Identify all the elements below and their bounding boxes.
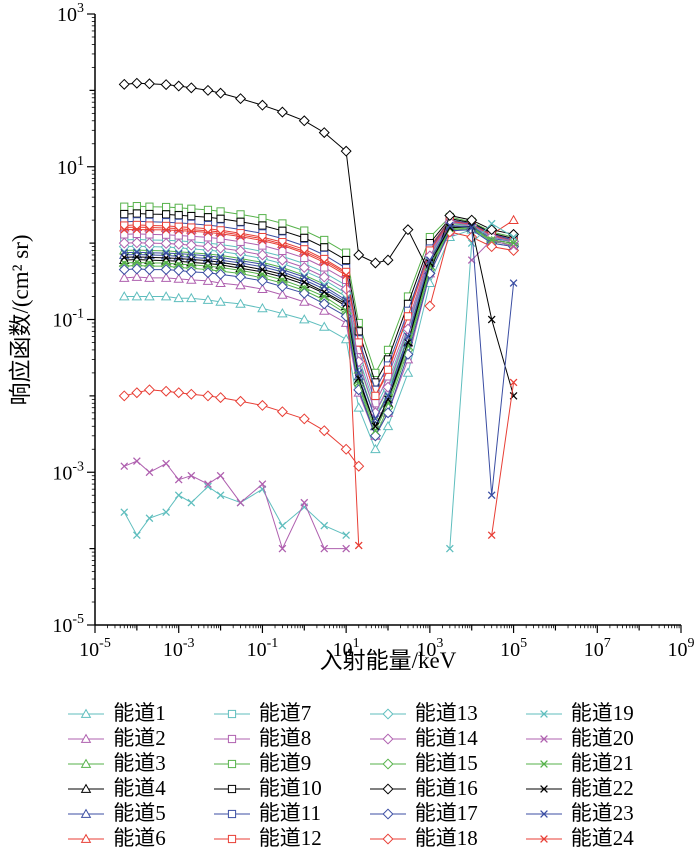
legend-item-能道16: 能道16 [368,776,478,801]
legend-item-能道17: 能道17 [368,801,478,826]
x-tick-label: 109 [668,636,695,661]
axes: 10-5 10-3 10-1 101 103 105 107 109 10-5 10-3 10-1 1… [52,1,694,661]
legend-label: 能道22 [570,776,634,800]
legend-item-能道5: 能道5 [66,801,166,826]
legend-label: 能道12 [258,826,322,850]
legend-diamond-icon [369,707,406,720]
series-能道22 [120,222,518,431]
legend-item-能道3: 能道3 [66,751,166,776]
legend-item-能道18: 能道18 [368,826,478,851]
y-tick-label: 10-5 [52,612,84,637]
legend-item-能道24: 能道24 [524,826,634,851]
x-tick-label: 107 [584,636,611,661]
chart-legend: 能道1 能道2 能道3 能道4 能道5 能道6 能道7 能道8 能道9 能道10 能道11 能道12 能… [0,695,700,851]
legend-diamond-icon [369,732,406,745]
legend-label: 能道16 [414,776,478,800]
legend-item-能道20: 能道20 [524,726,634,751]
legend-item-能道4: 能道4 [66,776,166,801]
legend-x-icon [525,734,562,743]
legend-diamond-icon [369,832,406,845]
x-tick-label: 105 [500,636,527,661]
legend-label: 能道17 [414,801,478,825]
series-能道20 [120,236,518,553]
legend-triangle-icon [68,833,105,843]
legend-x-icon [525,709,562,718]
legend-item-能道19: 能道19 [524,701,634,726]
legend-label: 能道15 [414,751,478,775]
legend-label: 能道11 [258,801,321,825]
legend-label: 能道1 [113,701,166,725]
legend-triangle-icon [68,808,105,818]
series-能道24 [120,225,518,550]
legend-diamond-icon [369,807,406,820]
legend-x-icon [525,784,562,793]
x-tick-label: 10-1 [247,636,279,661]
legend-square-icon [213,809,250,818]
legend-item-能道6: 能道6 [66,826,166,851]
x-tick-label: 103 [416,636,443,661]
series-能道14 [118,216,520,419]
legend-label: 能道23 [570,801,634,825]
legend-label: 能道21 [570,751,634,775]
response-function-chart: 10-5 10-3 10-1 101 103 105 107 109 10-5 10-3 10-1 1… [8,1,695,673]
legend-triangle-icon [68,733,105,743]
y-tick-label: 103 [57,1,84,26]
legend-triangle-icon [68,708,105,718]
legend-diamond-icon [369,757,406,770]
legend-label: 能道20 [570,726,634,750]
legend-label: 能道6 [113,826,166,850]
legend-square-icon [213,734,250,743]
legend-label: 能道2 [113,726,166,750]
legend-x-icon [525,809,562,818]
legend-item-能道21: 能道21 [524,751,634,776]
data-series [118,77,520,553]
legend-label: 能道24 [570,826,634,850]
legend-square-icon [213,834,250,843]
legend-label: 能道10 [258,776,322,800]
legend-item-能道14: 能道14 [368,726,478,751]
legend-square-icon [213,784,250,793]
legend-label: 能道19 [570,701,634,725]
legend-label: 能道8 [258,726,312,750]
legend-label: 能道9 [258,751,312,775]
legend-label: 能道5 [113,801,166,825]
legend-diamond-icon [369,782,406,795]
legend-item-能道9: 能道9 [212,751,322,776]
x-tick-label: 10-5 [79,636,111,661]
y-axis-title: 响应函数/(cm² sr) [8,234,33,405]
series-能道18 [118,226,520,472]
legend-square-icon [213,709,250,718]
legend-label: 能道7 [258,701,312,725]
legend-square-icon [213,759,250,768]
x-tick-label: 101 [333,636,360,661]
legend-label: 能道18 [414,826,478,850]
legend-x-icon [525,759,562,768]
x-axis-title: 入射能量/keV [320,648,457,673]
legend-x-icon [525,834,562,843]
y-tick-label: 101 [57,154,84,179]
legend-label: 能道4 [113,776,166,800]
y-tick-label: 10-3 [52,459,84,484]
legend-item-能道2: 能道2 [66,726,166,751]
legend-item-能道15: 能道15 [368,751,478,776]
legend-label: 能道14 [414,726,478,750]
y-tick-label: 10-1 [52,307,84,332]
legend-item-能道23: 能道23 [524,801,634,826]
legend-triangle-icon [68,783,105,793]
legend-item-能道13: 能道13 [368,701,478,726]
legend-label: 能道13 [414,701,478,725]
legend-label: 能道3 [113,751,166,775]
legend-item-能道11: 能道11 [212,801,322,826]
legend-item-能道7: 能道7 [212,701,322,726]
legend-item-能道1: 能道1 [66,701,166,726]
series-能道23 [120,221,518,500]
legend-item-能道22: 能道22 [524,776,634,801]
legend-item-能道12: 能道12 [212,826,322,851]
legend-item-能道8: 能道8 [212,726,322,751]
x-tick-label: 10-3 [163,636,195,661]
legend-item-能道10: 能道10 [212,776,322,801]
legend-triangle-icon [68,758,105,768]
